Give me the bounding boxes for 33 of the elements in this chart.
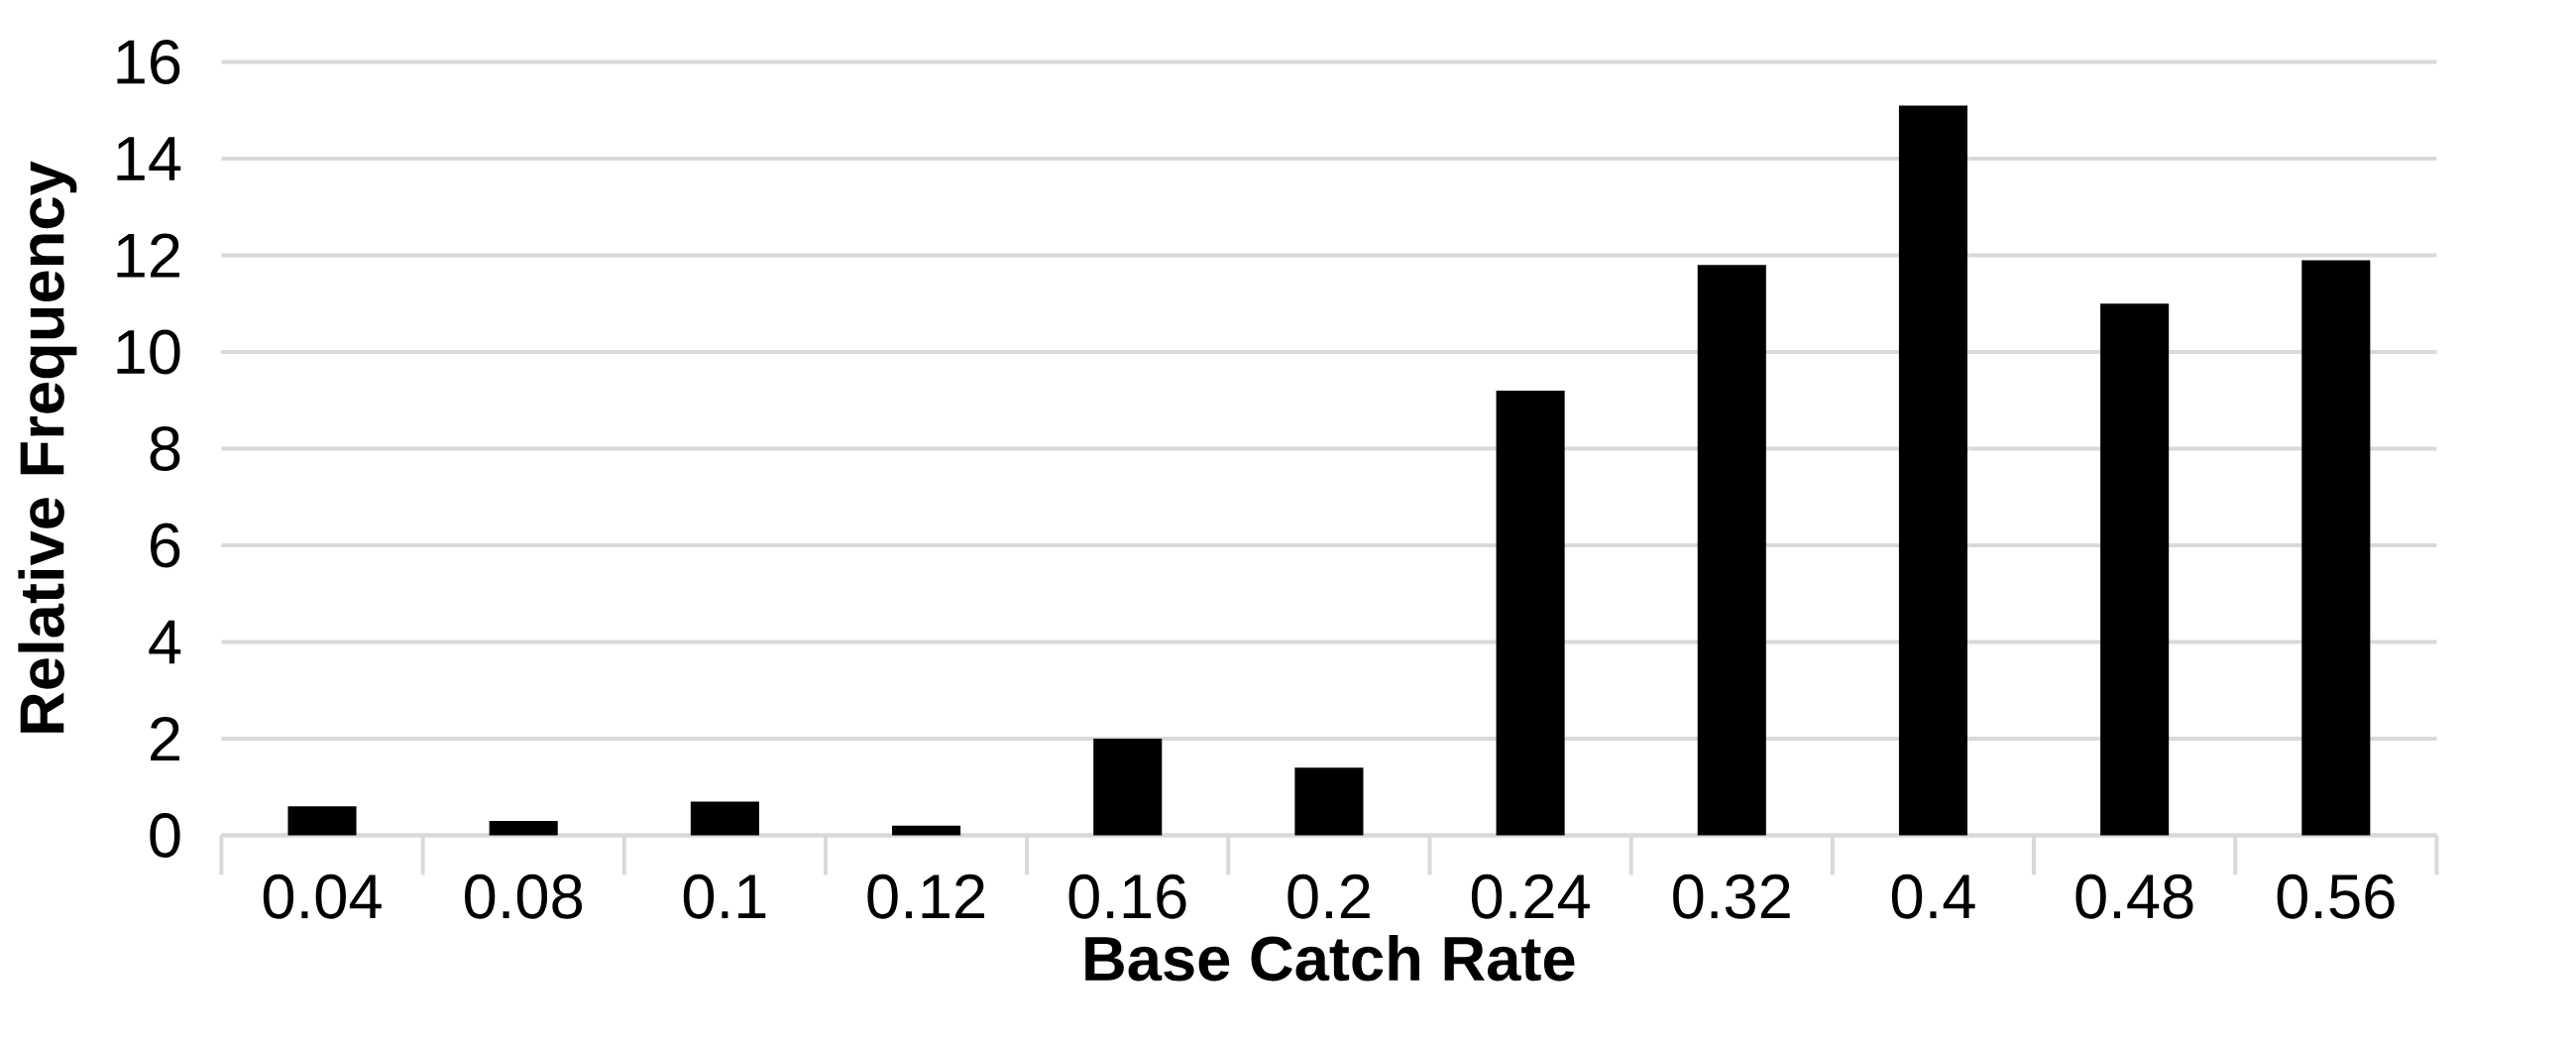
- bar: [1496, 391, 1565, 836]
- x-tick-label: 0.08: [465, 873, 583, 919]
- y-axis-title: Relative Frequency: [18, 161, 77, 733]
- y-tick-label: 0: [150, 813, 180, 858]
- y-tick-label: 14: [117, 137, 181, 180]
- bar: [1697, 265, 1766, 836]
- bar: [1898, 105, 1968, 836]
- x-tick-label: 0.56: [2277, 873, 2395, 919]
- x-tick-label: 0.48: [2075, 873, 2193, 919]
- x-tick-label: 0.12: [867, 873, 984, 919]
- x-tick-label: 0.16: [1068, 873, 1186, 919]
- y-tick-label: 16: [117, 40, 180, 84]
- y-tick-label: 8: [150, 426, 180, 471]
- y-tick-label: 4: [149, 620, 181, 664]
- bar: [1093, 739, 1163, 836]
- x-tick-label: 0.2: [1288, 873, 1370, 919]
- y-tick-label: 6: [151, 523, 180, 568]
- bar: [489, 820, 558, 836]
- bar: [1294, 767, 1364, 836]
- bar: [892, 825, 961, 836]
- bar: [287, 806, 357, 836]
- x-tick-label: 0.24: [1471, 873, 1590, 919]
- x-tick-label: 0.1: [683, 873, 766, 919]
- x-tick-label: 0.04: [263, 873, 382, 919]
- y-tick-label: 10: [117, 329, 180, 375]
- x-axis-title: Base Catch Rate: [1085, 934, 1575, 982]
- y-tick-label: 12: [117, 233, 179, 278]
- bar: [690, 801, 759, 836]
- x-tick-label: 0.32: [1673, 873, 1790, 919]
- y-tick-label: 2: [151, 716, 179, 761]
- x-tick-label: 0.4: [1891, 873, 1975, 919]
- bar: [2301, 260, 2371, 836]
- bar: [2100, 303, 2170, 836]
